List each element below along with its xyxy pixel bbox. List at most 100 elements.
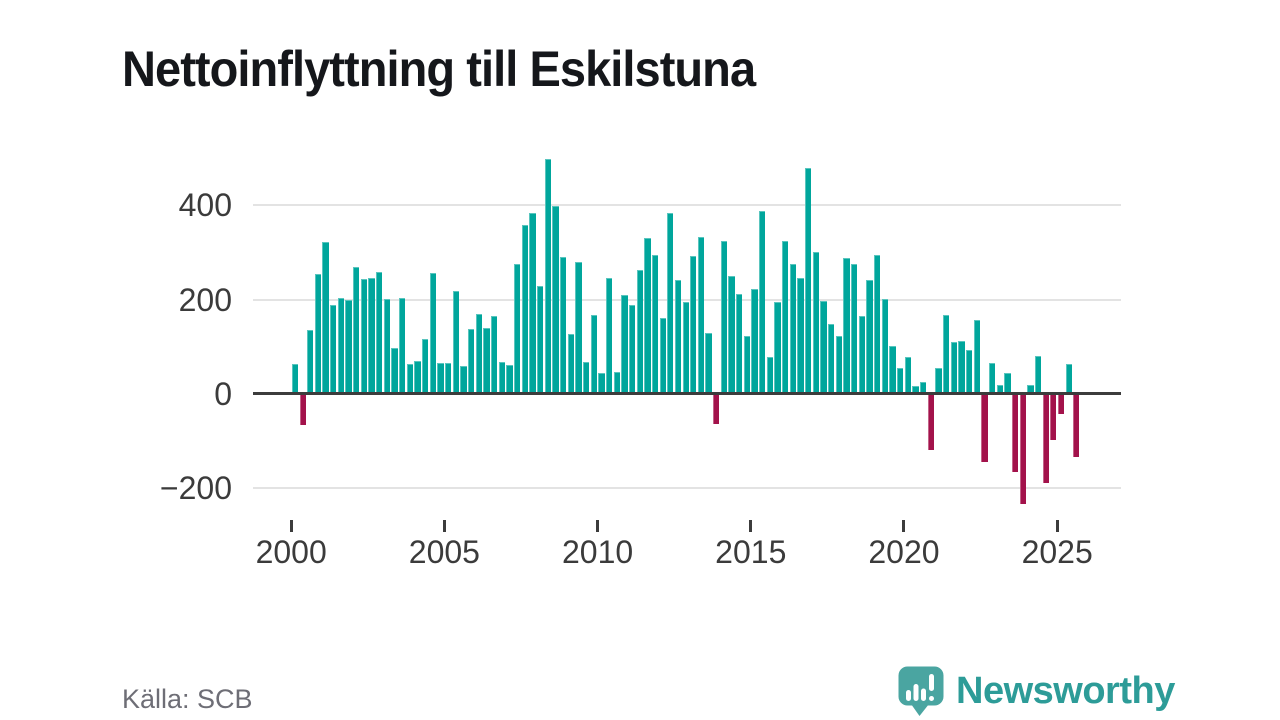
bar-2023 Q1 [996, 385, 1003, 393]
bar-2014 Q2 [728, 275, 735, 393]
x-axis-tick-2015 [749, 520, 753, 532]
plot-area: 400 200 0 −200 2000 2005 2010 2015 2020 2025 [160, 151, 1121, 570]
bar-2007 Q1 [506, 365, 513, 393]
bar-2023 Q4 [1019, 395, 1026, 504]
bar-2014 Q3 [736, 294, 743, 393]
bar-2021 Q2 [942, 315, 950, 393]
bar-2006 Q3 [491, 315, 498, 393]
bar-2025 Q3 [1073, 395, 1080, 457]
bar-2006 Q1 [475, 314, 482, 393]
bar-2009 Q1 [567, 333, 574, 393]
bar-2022 Q2 [973, 320, 980, 393]
x-axis-label-2010: 2010 [561, 534, 634, 570]
bar-2025 Q1 [1057, 395, 1065, 415]
newsworthy-logo-icon [898, 666, 944, 716]
bar-2008 Q3 [552, 205, 559, 393]
bar-2005 Q4 [468, 329, 475, 393]
bar-2017 Q4 [835, 336, 842, 393]
x-axis-tick-2020 [902, 520, 906, 532]
bar-2001 Q1 [322, 241, 329, 393]
bar-2021 Q1 [935, 368, 942, 393]
bar-2011 Q3 [644, 238, 651, 393]
bar-2011 Q2 [636, 270, 643, 393]
bar-2005 Q3 [460, 366, 467, 393]
x-axis-tick-2010 [596, 520, 600, 532]
bar-2002 Q2 [360, 279, 368, 393]
x-axis-zero-line [253, 392, 1121, 396]
bar-2001 Q4 [345, 299, 352, 393]
bar-2012 Q4 [682, 301, 689, 393]
bar-2010 Q1 [598, 372, 605, 393]
newsworthy-logo: Newsworthy [898, 666, 1175, 716]
bar-2018 Q1 [843, 258, 850, 393]
bar-2015 Q1 [751, 288, 758, 393]
x-axis-label-2015: 2015 [715, 534, 787, 570]
bar-2001 Q3 [337, 297, 345, 393]
bar-2020 Q1 [904, 356, 911, 393]
bar-2004 Q2 [422, 339, 429, 393]
bar-2011 Q4 [651, 255, 659, 393]
bar-2019 Q4 [896, 367, 904, 393]
bar-2000 Q4 [314, 273, 322, 393]
bar-2015 Q2 [759, 210, 766, 393]
bar-2019 Q2 [881, 298, 888, 393]
bar-2014 Q1 [720, 241, 728, 393]
chart-title: Nettoinflyttning till Eskilstuna [122, 40, 756, 97]
bar-2011 Q1 [628, 305, 636, 393]
bar-2009 Q2 [575, 262, 582, 393]
bar-2004 Q3 [429, 272, 437, 393]
bar-2000 Q1 [291, 364, 299, 393]
x-axis-label-2005: 2005 [408, 534, 480, 570]
bar-2012 Q1 [659, 317, 666, 393]
bar-2009 Q4 [590, 314, 597, 393]
bar-2021 Q3 [950, 342, 957, 393]
bar-2019 Q3 [889, 345, 896, 393]
y-axis-label-200: 200 [178, 281, 232, 318]
bar-2017 Q1 [812, 251, 820, 393]
bar-2004 Q4 [437, 362, 444, 393]
bar-2017 Q2 [820, 300, 827, 393]
bar-2000 Q3 [307, 330, 314, 393]
bar-2013 Q1 [690, 255, 697, 393]
bar-2002 Q1 [353, 267, 360, 393]
bar-2018 Q3 [858, 316, 865, 393]
bar-2003 Q3 [399, 298, 406, 393]
x-axis-tick-2000 [289, 520, 293, 532]
bar-2024 Q2 [1034, 355, 1042, 393]
bar-2012 Q3 [674, 280, 682, 393]
bar-2005 Q1 [445, 363, 452, 393]
bar-2007 Q3 [521, 224, 528, 393]
bar-2013 Q3 [705, 333, 712, 393]
gridline-400 [253, 204, 1121, 207]
bar-2012 Q2 [667, 213, 674, 393]
bar-2013 Q2 [697, 236, 705, 393]
y-axis-label-−200: −200 [159, 470, 232, 507]
bar-2022 Q1 [965, 349, 973, 393]
bar-2021 Q4 [958, 340, 965, 393]
bar-2020 Q3 [919, 381, 927, 393]
bar-2023 Q2 [1004, 372, 1011, 393]
y-axis-label-400: 400 [178, 187, 232, 224]
bar-2006 Q2 [483, 327, 490, 393]
bar-2002 Q4 [376, 271, 383, 393]
x-axis-label-2025: 2025 [1021, 534, 1093, 570]
bar-2016 Q3 [797, 278, 804, 393]
bar-2005 Q2 [452, 291, 459, 393]
x-axis-label-2000: 2000 [255, 534, 327, 570]
bar-2018 Q4 [866, 280, 873, 393]
bar-2016 Q1 [782, 241, 789, 393]
bar-2022 Q3 [981, 395, 988, 463]
bar-2024 Q3 [1042, 395, 1049, 483]
bar-2016 Q4 [805, 167, 812, 393]
bar-2020 Q2 [912, 385, 919, 393]
x-axis-tick-2025 [1055, 520, 1059, 532]
bar-2008 Q2 [544, 158, 551, 393]
bar-2023 Q3 [1011, 395, 1019, 473]
bar-2019 Q1 [874, 254, 881, 393]
bar-2016 Q2 [789, 264, 797, 393]
bar-2008 Q1 [536, 285, 544, 393]
bar-2008 Q4 [559, 256, 567, 393]
bar-2001 Q2 [330, 305, 337, 393]
y-axis-label-0: 0 [214, 375, 232, 412]
